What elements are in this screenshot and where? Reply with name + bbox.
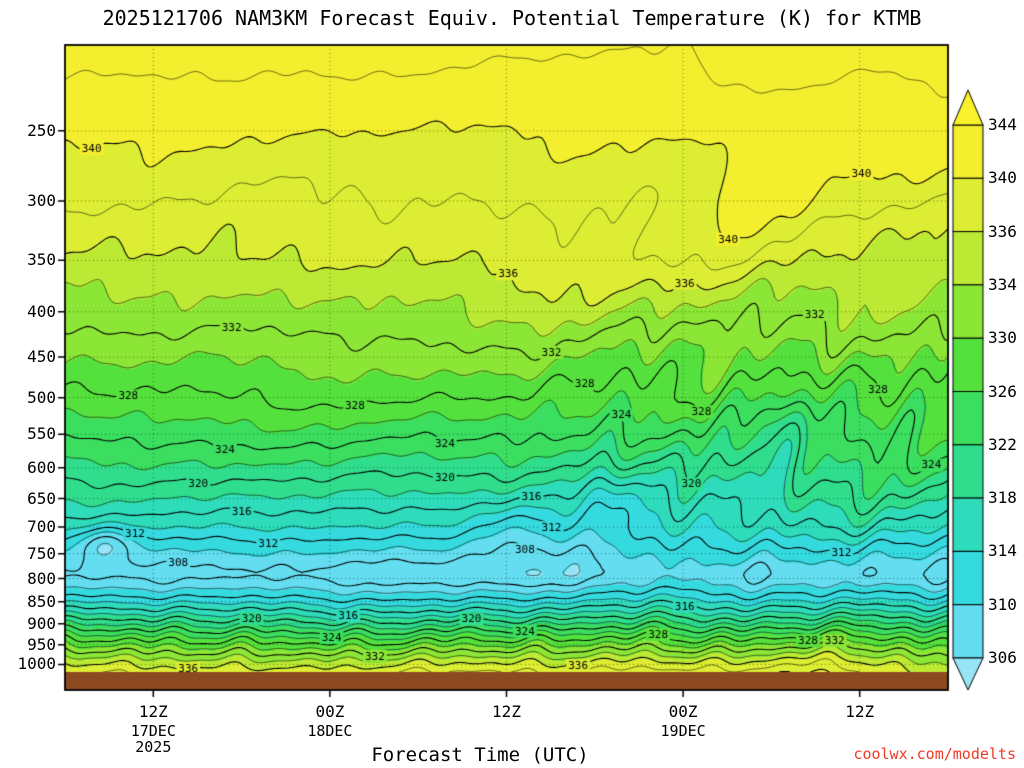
date-label: 2025 — [135, 738, 172, 756]
y-tick-label: 450 — [27, 347, 56, 367]
y-tick-label: 1000 — [17, 654, 56, 674]
colorbar-label: 322 — [988, 434, 1017, 454]
y-tick-label: 850 — [27, 591, 56, 611]
colorbar-label: 334 — [988, 274, 1017, 294]
date-label: 18DEC — [307, 722, 353, 740]
x-axis-title: Forecast Time (UTC) — [371, 744, 589, 766]
colorbar-label: 306 — [988, 648, 1017, 667]
y-tick-label: 900 — [27, 613, 56, 633]
colorbar-label: 344 — [988, 115, 1017, 134]
y-tick-label: 300 — [27, 191, 56, 211]
date-label: 19DEC — [660, 722, 706, 740]
colorbar-label: 314 — [988, 541, 1017, 561]
colorbar-label: 340 — [988, 168, 1017, 188]
y-tick-label: 500 — [27, 387, 56, 407]
x-tick-label: 00Z — [668, 702, 698, 721]
y-tick-label: 950 — [27, 634, 56, 654]
y-tick-label: 250 — [27, 120, 56, 140]
y-tick-label: 350 — [27, 250, 56, 270]
colorbar-label: 330 — [988, 328, 1017, 348]
y-tick-label: 750 — [27, 543, 56, 563]
y-tick-label: 650 — [27, 488, 56, 508]
colorbar-label: 336 — [988, 221, 1017, 241]
y-tick-label: 600 — [27, 457, 56, 477]
colorbar-label: 326 — [988, 381, 1017, 401]
x-tick-label: 12Z — [138, 702, 168, 721]
watermark: coolwx.com/modelts — [853, 745, 1016, 763]
x-tick-label: 12Z — [492, 702, 521, 721]
y-tick-label: 550 — [27, 424, 56, 444]
y-tick-label: 800 — [27, 568, 56, 588]
x-tick-label: 00Z — [315, 702, 345, 721]
date-label: 17DEC — [130, 722, 176, 740]
colorbar-label: 310 — [988, 594, 1017, 614]
y-tick-label: 400 — [27, 301, 56, 321]
colorbar-label: 318 — [988, 488, 1017, 508]
page-title: 2025121706 NAM3KM Forecast Equiv. Potent… — [102, 6, 922, 30]
x-tick-label: 12Z — [845, 702, 875, 721]
y-tick-label: 700 — [27, 517, 56, 537]
